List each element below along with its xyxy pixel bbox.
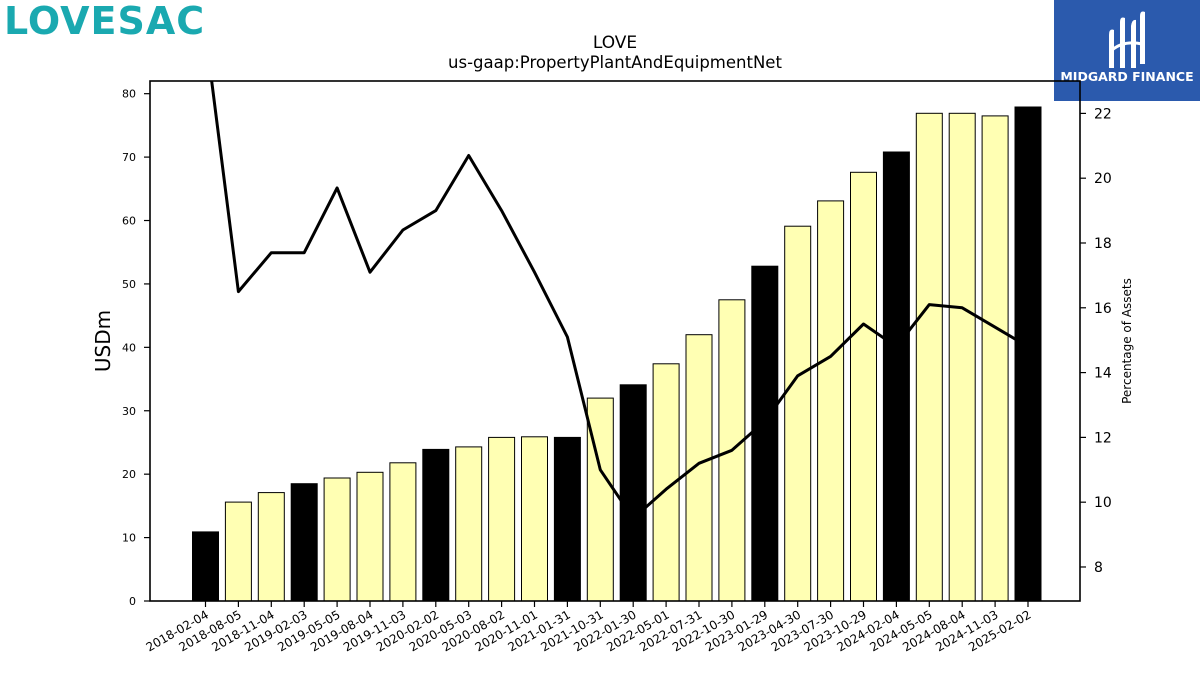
left-tick-label: 0 bbox=[129, 595, 136, 608]
bar bbox=[290, 483, 318, 602]
right-tick-label: 14 bbox=[1094, 366, 1112, 382]
bar bbox=[981, 115, 1009, 602]
left-axis: 0 10 20 30 40 50 60 70 80 bbox=[122, 88, 150, 608]
bar bbox=[619, 384, 647, 602]
right-tick-label: 20 bbox=[1094, 171, 1112, 187]
bar bbox=[850, 171, 877, 602]
right-tick-label: 22 bbox=[1094, 106, 1112, 122]
left-tick-label: 70 bbox=[122, 151, 136, 164]
chart-subtitle: us-gaap:PropertyPlantAndEquipmentNet bbox=[448, 53, 782, 72]
bar bbox=[422, 448, 450, 602]
bar bbox=[224, 501, 252, 602]
lovesac-logo: LOVESAC bbox=[4, 0, 206, 43]
right-tick-label: 8 bbox=[1094, 560, 1103, 576]
chart-title: LOVE bbox=[592, 33, 638, 53]
line-group bbox=[210, 81, 1029, 520]
left-tick-label: 80 bbox=[122, 88, 136, 101]
bar bbox=[817, 200, 845, 602]
right-tick-label: 18 bbox=[1094, 236, 1112, 252]
bar bbox=[882, 151, 910, 602]
left-tick-label: 60 bbox=[122, 215, 136, 228]
midgard-finance-badge: MIDGARD FINANCE bbox=[1054, 0, 1200, 101]
percentage-line bbox=[210, 81, 1029, 520]
plot-frame bbox=[149, 80, 1081, 602]
left-tick-label: 10 bbox=[122, 532, 136, 545]
bar bbox=[389, 462, 417, 602]
right-axis: 8 10 12 14 16 18 20 22 bbox=[1080, 106, 1112, 576]
bar bbox=[948, 112, 976, 602]
bar bbox=[257, 492, 285, 602]
bar bbox=[685, 334, 713, 602]
bar bbox=[455, 446, 483, 602]
bar bbox=[521, 436, 548, 602]
bar bbox=[751, 265, 779, 602]
left-tick-label: 40 bbox=[122, 341, 136, 354]
bar bbox=[192, 531, 219, 602]
right-tick-label: 12 bbox=[1094, 430, 1112, 446]
bar bbox=[784, 225, 812, 602]
left-tick-label: 20 bbox=[122, 468, 136, 481]
bar bbox=[488, 436, 516, 602]
bar bbox=[323, 477, 351, 602]
midgard-logo-icon bbox=[1054, 0, 1200, 101]
bar bbox=[553, 436, 581, 602]
y-axis-label-left: USDm bbox=[91, 310, 115, 372]
bar bbox=[1014, 106, 1042, 602]
right-tick-label: 10 bbox=[1094, 495, 1112, 511]
bar bbox=[356, 471, 384, 602]
right-tick-label: 16 bbox=[1094, 301, 1112, 317]
left-tick-label: 30 bbox=[122, 405, 136, 418]
bar-group bbox=[192, 106, 1042, 602]
x-axis: 2018-02-042018-08-052018-11-042019-02-03… bbox=[144, 601, 1034, 654]
badge-text: MIDGARD FINANCE bbox=[1060, 69, 1194, 84]
bar bbox=[915, 112, 943, 602]
left-tick-label: 50 bbox=[122, 278, 136, 291]
y-axis-label-right: Percentage of Assets bbox=[1120, 278, 1134, 404]
